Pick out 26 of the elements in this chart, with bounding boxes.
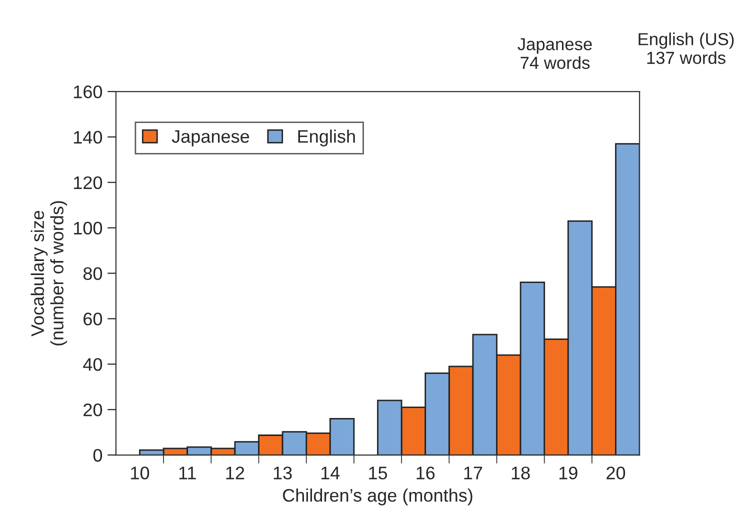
x-tick-label: 19 xyxy=(559,466,578,480)
text: English (US) 137 words xyxy=(638,32,734,64)
x-tick-label: 14 xyxy=(321,466,340,480)
x-axis-title: Children’s age (months) xyxy=(282,488,472,506)
x-tick-label: 20 xyxy=(606,466,626,480)
y-axis-title: Vocabulary size (number of words) xyxy=(30,201,68,346)
y-tick-label: 40 xyxy=(83,358,102,371)
x-tick-label: 13 xyxy=(274,466,292,480)
x-tick-label: 15 xyxy=(369,466,388,480)
x-tick-label: 11 xyxy=(179,466,196,480)
y-tick-label: 120 xyxy=(74,176,102,190)
legend-label: Japanese xyxy=(172,130,250,146)
x-tick-label: 18 xyxy=(512,466,530,480)
legend-label: English xyxy=(298,130,355,146)
y-tick-label: 20 xyxy=(84,404,102,416)
x-tick-label: 12 xyxy=(226,466,244,480)
y-tick-label: 100 xyxy=(74,222,102,235)
y-tick-label: 80 xyxy=(83,267,102,280)
y-tick-label: 140 xyxy=(74,130,102,144)
x-tick-label: 10 xyxy=(131,466,150,480)
y-tick-label: 0 xyxy=(93,448,102,462)
x-tick-label: 17 xyxy=(464,466,482,480)
x-tick-label: 16 xyxy=(416,466,435,480)
y-tick-label: 60 xyxy=(84,312,102,326)
y-tick-label: 160 xyxy=(74,85,102,98)
text: Japanese 74 words xyxy=(518,38,592,70)
